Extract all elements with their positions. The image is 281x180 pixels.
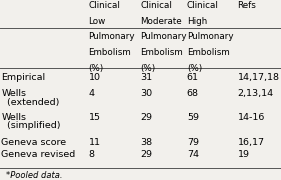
Text: Moderate: Moderate [140,17,182,26]
Text: 11: 11 [89,138,101,147]
Text: Refs: Refs [237,1,256,10]
Text: 4: 4 [89,89,94,98]
Text: Clinical: Clinical [89,1,120,10]
Text: Clinical: Clinical [140,1,172,10]
Text: Embolism: Embolism [140,48,183,57]
Text: 31: 31 [140,73,153,82]
Text: 79: 79 [187,138,199,147]
Text: 38: 38 [140,138,153,147]
Text: 74: 74 [187,150,199,159]
Text: High: High [187,17,207,26]
Text: 29: 29 [140,150,153,159]
Text: 19: 19 [237,150,250,159]
Text: 68: 68 [187,89,199,98]
Text: Pulmonary: Pulmonary [187,32,233,41]
Text: Embolism: Embolism [187,48,230,57]
Text: 2,13,14: 2,13,14 [237,89,274,98]
Text: (%): (%) [140,64,156,73]
Text: *Pooled data.: *Pooled data. [6,171,62,180]
Text: 61: 61 [187,73,199,82]
Text: (extended): (extended) [1,98,60,107]
Text: 8: 8 [89,150,94,159]
Text: Wells: Wells [1,112,26,122]
Text: Geneva revised: Geneva revised [1,150,76,159]
Text: 59: 59 [187,112,199,122]
Text: Wells: Wells [1,89,26,98]
Text: 14,17,18: 14,17,18 [237,73,279,82]
Text: 14-16: 14-16 [237,112,265,122]
Text: (%): (%) [89,64,104,73]
Text: 10: 10 [89,73,101,82]
Text: Clinical: Clinical [187,1,219,10]
Text: Pulmonary: Pulmonary [89,32,135,41]
Text: Empirical: Empirical [1,73,46,82]
Text: 30: 30 [140,89,153,98]
Text: Low: Low [89,17,106,26]
Text: 15: 15 [89,112,101,122]
Text: 29: 29 [140,112,153,122]
Text: 16,17: 16,17 [237,138,264,147]
Text: (%): (%) [187,64,202,73]
Text: Geneva score: Geneva score [1,138,67,147]
Text: Pulmonary: Pulmonary [140,32,187,41]
Text: (simplified): (simplified) [1,122,61,130]
Text: Embolism: Embolism [89,48,131,57]
